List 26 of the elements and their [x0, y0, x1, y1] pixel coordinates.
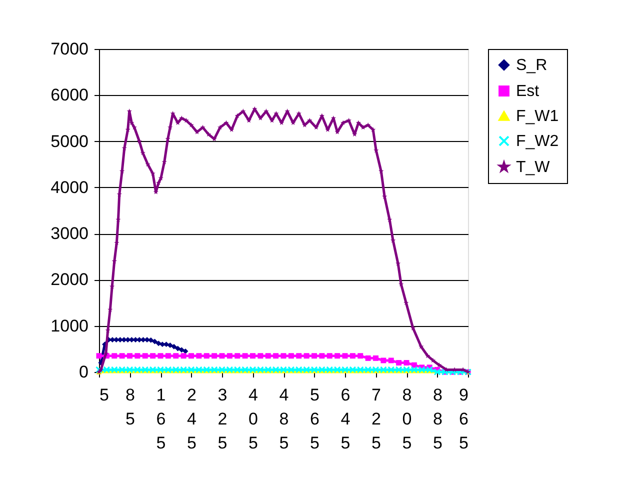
- legend-label: Est: [516, 83, 540, 100]
- x-tick-label: 6 4 5: [340, 386, 350, 452]
- x-tick-label: 8 8 5: [433, 386, 442, 452]
- legend-label: F_W1: [516, 108, 559, 125]
- x-tick-label: 9 6 5: [459, 386, 468, 452]
- x-tick-label: 4 0 5: [248, 386, 258, 452]
- x-tick-label: 5: [100, 386, 109, 404]
- legend-label: F_W2: [516, 133, 559, 150]
- y-tick-label: 6000: [50, 86, 88, 105]
- y-tick-label: 4000: [50, 178, 88, 197]
- x-tick-label: 2 4 5: [187, 386, 196, 452]
- x-tick-label: 4 8 5: [279, 386, 289, 452]
- y-tick-label: 5000: [50, 132, 88, 151]
- y-tick-label: 1000: [50, 316, 88, 336]
- x-tick-label: 8 5: [126, 386, 135, 428]
- legend-label: T_W: [516, 159, 551, 176]
- y-tick-label: 7000: [50, 40, 88, 58]
- y-tick-label: 0: [79, 362, 88, 382]
- x-tick-label: 3 2 5: [218, 386, 228, 452]
- x-tick-label: 5 6 5: [310, 386, 320, 452]
- x-tick-label: 1 6 5: [156, 386, 166, 452]
- legend-label: S_R: [516, 57, 548, 74]
- x-tick-label: 7 2 5: [372, 386, 381, 452]
- x-tick-label: 8 0 5: [402, 386, 412, 452]
- y-tick-label: 3000: [50, 224, 88, 244]
- y-tick-label: 2000: [50, 270, 88, 290]
